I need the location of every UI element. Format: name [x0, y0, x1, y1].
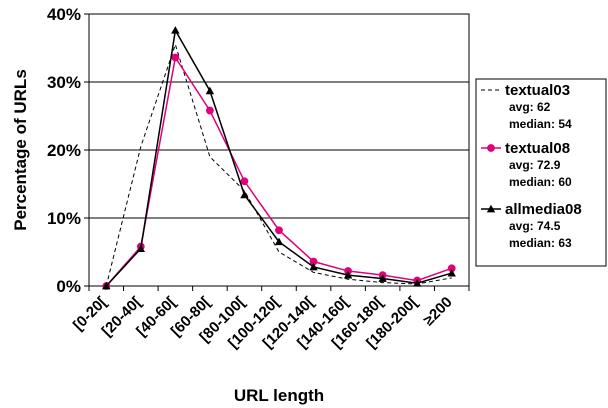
legend-series-name: textual03	[505, 82, 570, 99]
x-tick-label: ≥200	[420, 294, 456, 330]
series-lines	[102, 26, 456, 290]
gridlines	[84, 13, 470, 291]
legend-avg: avg: 74.5	[509, 219, 561, 233]
data-point-triangle	[447, 268, 456, 277]
data-point-triangle	[136, 244, 146, 252]
y-tick-label: 10%	[47, 209, 81, 228]
data-point-triangle	[486, 204, 496, 213]
series-line	[105, 42, 452, 287]
data-point-triangle	[412, 279, 422, 287]
series-allmedia08	[102, 26, 456, 290]
y-axis-title: Percentage of URLs	[11, 69, 30, 231]
x-axis-title: URL length	[234, 386, 324, 405]
data-point-circle	[240, 177, 249, 186]
data-point-circle	[206, 106, 214, 115]
legend-series-name: textual08	[505, 140, 570, 157]
series-textual03	[105, 42, 452, 287]
y-tick-label: 0%	[56, 277, 81, 296]
legend-median: median: 63	[509, 236, 572, 250]
x-tick-labels: [0-20[[20-40[[40-60[[60-80[[80-100[[100-…	[70, 294, 456, 352]
y-tick-label: 30%	[47, 73, 81, 92]
data-point-triangle	[274, 237, 284, 246]
legend-median: median: 60	[509, 175, 572, 189]
y-tick-label: 40%	[47, 5, 81, 24]
y-tick-label: 20%	[47, 141, 81, 160]
y-tick-labels: 0% 10% 20% 30% 40%	[47, 5, 81, 296]
legend-avg: avg: 62	[509, 100, 551, 114]
data-point-triangle	[205, 86, 215, 95]
data-point-triangle	[343, 270, 353, 279]
data-point-circle	[275, 226, 283, 235]
legend-median: median: 54	[509, 117, 572, 131]
data-point-triangle	[102, 281, 111, 290]
data-point-triangle	[378, 274, 387, 282]
data-point-circle	[171, 53, 180, 62]
data-point-circle	[487, 144, 495, 152]
legend-box	[475, 78, 607, 267]
data-point-triangle	[309, 262, 318, 271]
data-point-triangle	[171, 26, 180, 34]
data-point-triangle	[240, 190, 249, 199]
legend-avg: avg: 72.9	[509, 158, 561, 172]
legend-series-name: allmedia08	[505, 201, 582, 218]
